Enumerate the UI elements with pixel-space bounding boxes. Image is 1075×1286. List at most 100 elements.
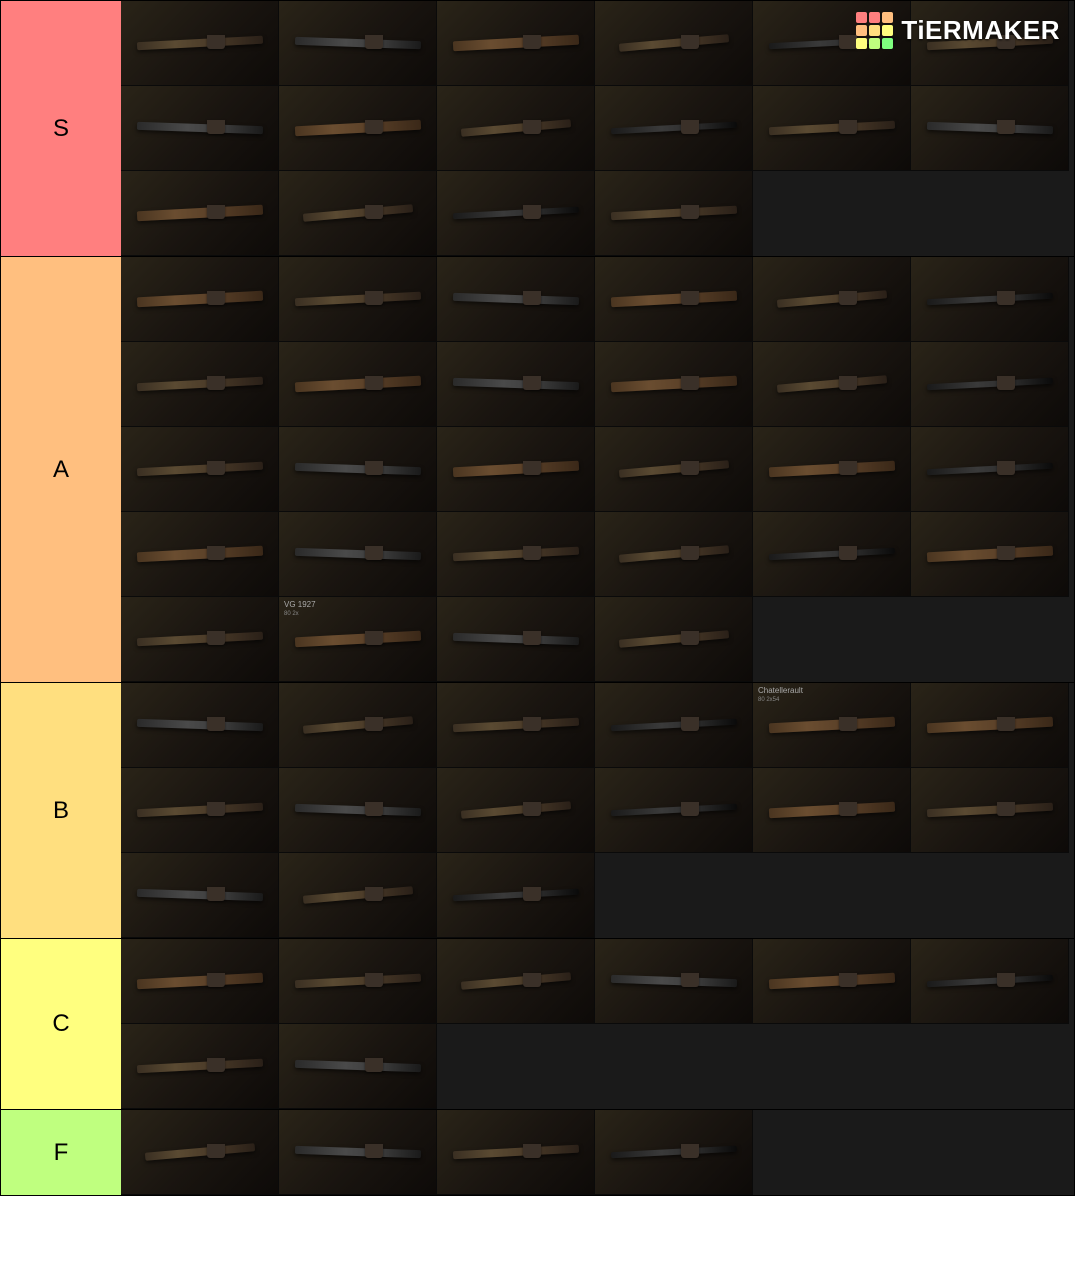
tier-item[interactable] bbox=[121, 683, 279, 768]
tier-item[interactable] bbox=[595, 427, 753, 512]
tier-item[interactable] bbox=[121, 1110, 279, 1195]
tier-item[interactable] bbox=[437, 427, 595, 512]
tier-item[interactable] bbox=[595, 86, 753, 171]
tier-item[interactable] bbox=[121, 257, 279, 342]
tier-item[interactable] bbox=[121, 768, 279, 853]
tier-item[interactable] bbox=[279, 853, 437, 938]
tier-item[interactable] bbox=[753, 939, 911, 1024]
tier-item[interactable] bbox=[911, 257, 1069, 342]
tier-items[interactable]: Chatellerault 80 2x54 bbox=[121, 683, 1074, 938]
watermark-cell bbox=[869, 25, 880, 36]
tier-item[interactable] bbox=[911, 768, 1069, 853]
tier-item[interactable] bbox=[437, 1110, 595, 1195]
tier-item[interactable] bbox=[437, 86, 595, 171]
watermark: TiERMAKER bbox=[856, 12, 1060, 49]
tier-item[interactable] bbox=[753, 342, 911, 427]
tier-item[interactable] bbox=[121, 171, 279, 256]
watermark-cell bbox=[856, 12, 867, 23]
tier-item[interactable] bbox=[753, 427, 911, 512]
tier-item[interactable] bbox=[595, 342, 753, 427]
tier-item[interactable] bbox=[595, 939, 753, 1024]
tier-item[interactable] bbox=[279, 512, 437, 597]
tier-item[interactable] bbox=[437, 257, 595, 342]
tier-item[interactable] bbox=[279, 257, 437, 342]
tier-item[interactable] bbox=[595, 171, 753, 256]
tier-item[interactable] bbox=[279, 171, 437, 256]
tier-item[interactable] bbox=[279, 1024, 437, 1109]
tier-item[interactable] bbox=[437, 853, 595, 938]
tier-item[interactable] bbox=[595, 257, 753, 342]
tier-label[interactable]: S bbox=[1, 1, 121, 256]
item-label: VG 1927 bbox=[284, 600, 316, 609]
tier-item[interactable] bbox=[437, 683, 595, 768]
tier-item[interactable] bbox=[279, 1, 437, 86]
tier-item[interactable] bbox=[595, 1110, 753, 1195]
tier-item[interactable]: Chatellerault 80 2x54 bbox=[753, 683, 911, 768]
tier-label[interactable]: A bbox=[1, 257, 121, 682]
tier-item[interactable] bbox=[121, 853, 279, 938]
item-stats: 80 2x54 bbox=[758, 697, 779, 705]
watermark-cell bbox=[882, 12, 893, 23]
watermark-cell bbox=[882, 38, 893, 49]
watermark-logo-grid bbox=[856, 12, 893, 49]
tier-list-container: TiERMAKER SA VG 1927 80 2x B Chatellerault 80… bbox=[0, 0, 1075, 1196]
tier-item[interactable] bbox=[753, 512, 911, 597]
tier-item[interactable] bbox=[279, 1110, 437, 1195]
tier-item[interactable] bbox=[121, 86, 279, 171]
tier-item[interactable] bbox=[437, 1, 595, 86]
tier-item[interactable] bbox=[121, 1024, 279, 1109]
tier-item[interactable] bbox=[437, 939, 595, 1024]
tier-item[interactable] bbox=[595, 512, 753, 597]
tier-item[interactable] bbox=[121, 939, 279, 1024]
tier-item[interactable]: VG 1927 80 2x bbox=[279, 597, 437, 682]
tier-item[interactable] bbox=[279, 86, 437, 171]
tier-list: SA VG 1927 80 2x B Chatellerault 80 2x54 CF bbox=[0, 0, 1075, 1196]
tier-item[interactable] bbox=[437, 512, 595, 597]
item-label: Chatellerault bbox=[758, 686, 803, 695]
watermark-text: TiERMAKER bbox=[901, 15, 1060, 46]
tier-label[interactable]: C bbox=[1, 939, 121, 1109]
tier-item[interactable] bbox=[911, 342, 1069, 427]
tier-item[interactable] bbox=[121, 427, 279, 512]
tier-item[interactable] bbox=[437, 768, 595, 853]
tier-row-b: B Chatellerault 80 2x54 bbox=[1, 683, 1074, 939]
watermark-cell bbox=[869, 12, 880, 23]
tier-item[interactable] bbox=[911, 512, 1069, 597]
tier-item[interactable] bbox=[279, 427, 437, 512]
tier-item[interactable] bbox=[595, 1, 753, 86]
tier-item[interactable] bbox=[121, 512, 279, 597]
tier-items[interactable] bbox=[121, 939, 1074, 1109]
tier-row-f: F bbox=[1, 1110, 1074, 1195]
tier-item[interactable] bbox=[279, 768, 437, 853]
tier-item[interactable] bbox=[595, 768, 753, 853]
tier-item[interactable] bbox=[911, 427, 1069, 512]
tier-row-c: C bbox=[1, 939, 1074, 1110]
tier-items[interactable]: VG 1927 80 2x bbox=[121, 257, 1074, 682]
tier-item[interactable] bbox=[121, 342, 279, 427]
watermark-cell bbox=[869, 38, 880, 49]
watermark-cell bbox=[882, 25, 893, 36]
tier-item[interactable] bbox=[279, 342, 437, 427]
tier-items[interactable] bbox=[121, 1110, 1074, 1195]
tier-item[interactable] bbox=[753, 86, 911, 171]
tier-item[interactable] bbox=[437, 171, 595, 256]
tier-item[interactable] bbox=[753, 257, 911, 342]
tier-item[interactable] bbox=[279, 939, 437, 1024]
tier-label[interactable]: F bbox=[1, 1110, 121, 1195]
tier-item[interactable] bbox=[121, 1, 279, 86]
tier-item[interactable] bbox=[911, 86, 1069, 171]
tier-item[interactable] bbox=[753, 768, 911, 853]
tier-item[interactable] bbox=[121, 597, 279, 682]
tier-item[interactable] bbox=[595, 597, 753, 682]
item-stats: 80 2x bbox=[284, 611, 299, 619]
watermark-cell bbox=[856, 25, 867, 36]
tier-label[interactable]: B bbox=[1, 683, 121, 938]
tier-item[interactable] bbox=[437, 342, 595, 427]
tier-item[interactable] bbox=[595, 683, 753, 768]
watermark-cell bbox=[856, 38, 867, 49]
tier-item[interactable] bbox=[279, 683, 437, 768]
tier-item[interactable] bbox=[437, 597, 595, 682]
tier-row-a: A VG 1927 80 2x bbox=[1, 257, 1074, 683]
tier-item[interactable] bbox=[911, 683, 1069, 768]
tier-item[interactable] bbox=[911, 939, 1069, 1024]
